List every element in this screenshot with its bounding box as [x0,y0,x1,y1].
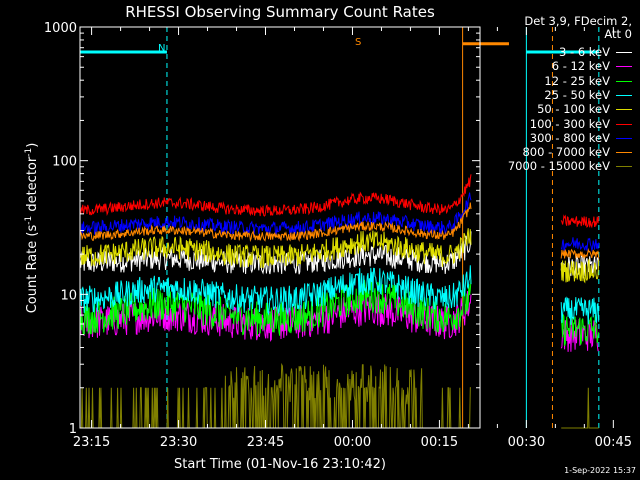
interval-bars [80,27,600,428]
legend-swatch [616,137,632,139]
x-tick-label: 00:15 [421,435,458,450]
series-line-after [560,214,600,229]
annotation-s: S [355,37,361,48]
series-line [79,265,472,316]
series-line-after [560,247,600,260]
series-line-after [560,318,599,352]
series-line [79,228,472,269]
legend-label: 3 - 6 keV [559,45,610,59]
timestamp: 1-Sep-2022 15:37 [564,466,636,475]
x-tick-label: 23:15 [73,435,110,450]
series-line [79,174,472,217]
legend-swatch [616,109,632,111]
legend-header-1: Det 3,9, FDecim 2, [524,14,632,28]
legend-swatch [616,123,632,125]
legend-entry: 25 - 50 keV [544,88,632,102]
legend-entry: 800 - 7000 keV [522,145,632,159]
x-tick-label: 00:45 [595,435,632,450]
legend-swatch [616,94,632,96]
series-line [79,231,472,275]
y-tick-label: 1 [69,422,77,437]
legend-label: 800 - 7000 keV [522,145,610,160]
annotation-n: N [158,43,165,54]
series-line-after [560,312,600,346]
series-line [79,202,472,242]
x-tick-label: 23:45 [247,435,284,450]
y-tick-label: 10 [60,288,77,303]
legend-label: 12 - 25 keV [544,73,610,88]
chart-title: RHESSI Observing Summary Count Rates [125,3,435,21]
legend-label: 300 - 800 keV [529,130,610,145]
legend-header-2: Att 0 [604,27,632,41]
legend-entry: 7000 - 15000 keV [508,159,632,173]
legend-label: 6 - 12 keV [551,59,610,74]
legend-label: 50 - 100 keV [537,102,610,117]
legend-swatch [616,166,632,168]
legend-entry: 12 - 25 keV [544,74,632,88]
plot-frame [79,26,481,429]
legend-entry: 6 - 12 keV [552,59,632,73]
y-tick-label: 1000 [44,21,77,36]
x-tick-label: 23:30 [160,435,197,450]
y-axis-label: Count Rate (s-1 detector-1) [24,143,40,314]
legend-entry: 50 - 100 keV [537,102,632,116]
series-line-after [560,259,600,284]
series-lines [79,174,600,429]
y-tick-label: 100 [52,155,77,170]
legend-swatch [616,80,632,82]
legend-swatch [616,52,632,53]
legend-entry: 3 - 6 keV [559,45,632,59]
x-axis-label: Start Time (01-Nov-16 23:10:42) [174,457,386,472]
legend-label: 7000 - 15000 keV [507,159,610,174]
series-line-after [560,296,600,325]
legend-label: 100 - 300 keV [529,116,610,131]
x-tick-label: 00:00 [334,435,371,450]
x-tick-label: 00:30 [508,435,545,450]
axis-ticks: 1 10 100 1000 23:15 23:30 23:45 00:00 00:15 00:30… [44,21,632,450]
legend-entry: 100 - 300 keV [530,117,632,131]
legend-swatch [616,152,632,154]
series-line-after [561,387,599,429]
legend-swatch [616,66,632,68]
series-line [80,362,471,429]
legend-entry: 300 - 800 keV [530,131,632,145]
series-line-after [560,237,600,252]
legend-label: 25 - 50 keV [544,87,610,102]
